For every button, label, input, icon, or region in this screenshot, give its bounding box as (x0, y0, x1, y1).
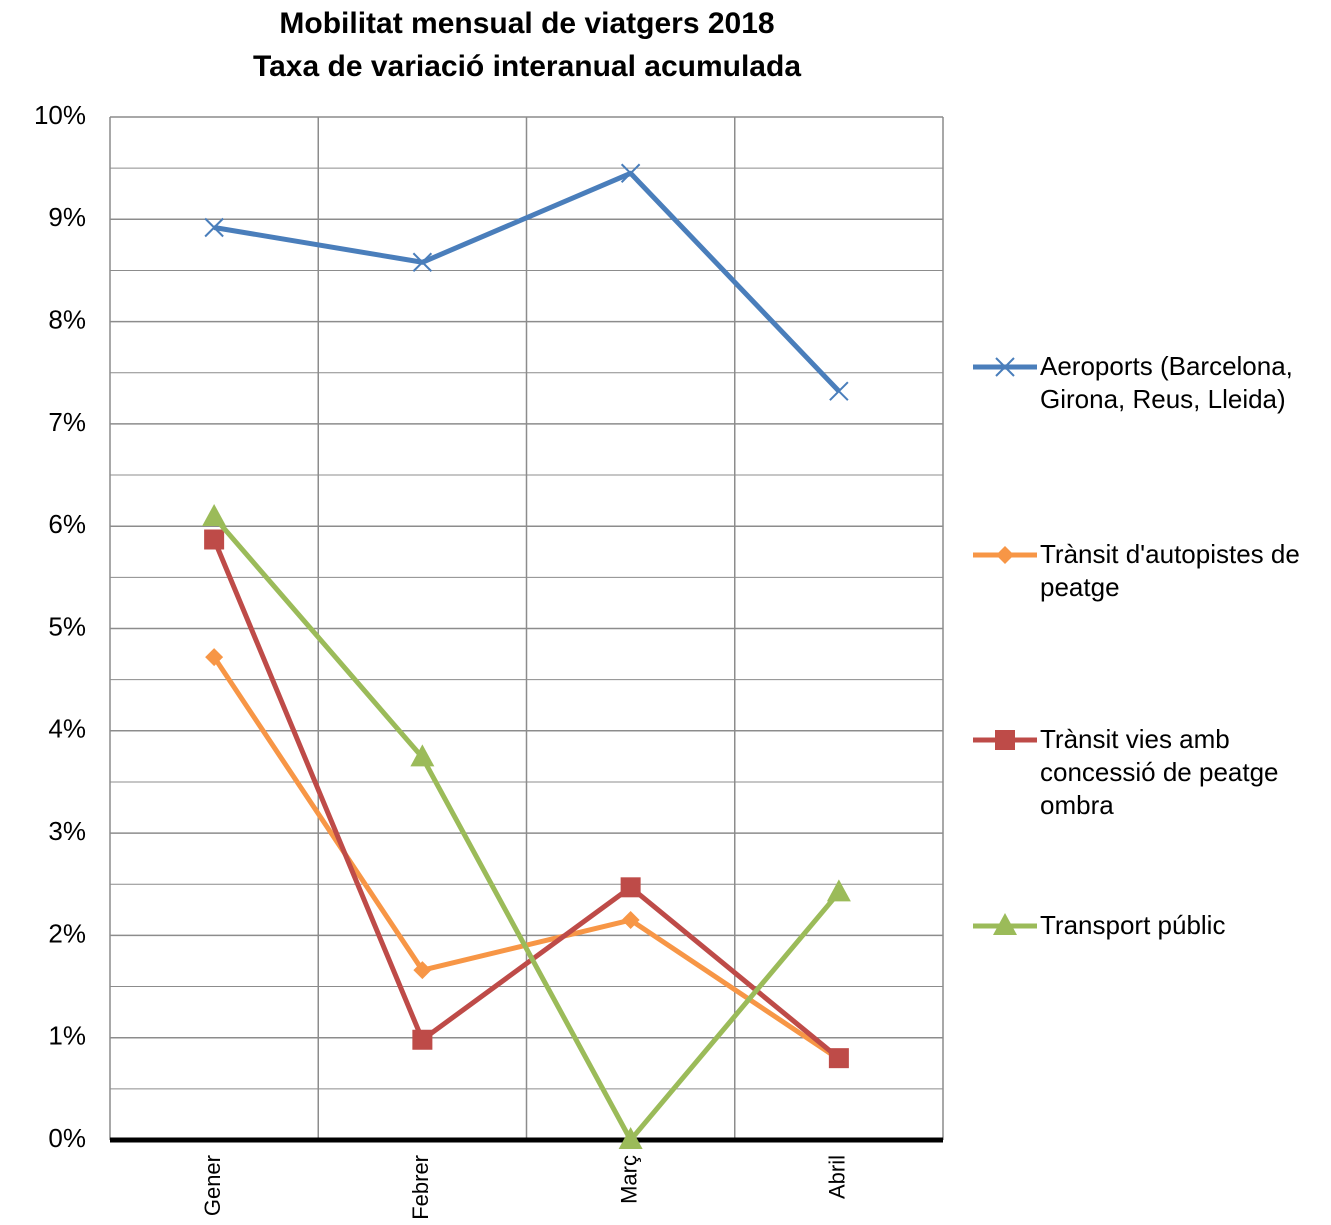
marker (621, 911, 640, 930)
y-tick-label: 7% (48, 407, 86, 437)
marker (995, 357, 1015, 377)
y-tick-label: 2% (48, 918, 86, 948)
x-tick-label: Gener (200, 1155, 225, 1216)
marker (412, 252, 433, 272)
y-tick-label: 6% (48, 509, 86, 539)
marker (410, 744, 435, 767)
y-tick-label: 4% (48, 714, 86, 744)
y-tick-label: 1% (48, 1021, 86, 1051)
grid (109, 116, 944, 1141)
chart-subtitle: Taxa de variació interanual acumulada (253, 50, 801, 83)
marker (996, 546, 1014, 564)
series-line (213, 170, 841, 393)
marker (829, 381, 849, 401)
marker (205, 648, 224, 667)
legend-label: Transport públic (1040, 910, 1226, 940)
y-tick-label: 9% (48, 202, 86, 232)
chart-title: Mobilitat mensual de viatgers 2018 (279, 7, 774, 40)
marker (620, 877, 641, 898)
y-tick-label: 10% (34, 100, 86, 130)
marker (826, 879, 851, 902)
y-tick-label: 0% (48, 1123, 86, 1153)
x-tick-label: Abril (825, 1155, 850, 1199)
x-tick-label: Març (616, 1155, 641, 1204)
marker (618, 1127, 643, 1149)
marker (202, 503, 227, 526)
x-tick-label: Febrer (408, 1155, 433, 1220)
legend-label: Trànsit d'autopistes de peatge (1040, 539, 1300, 602)
y-tick-label: 8% (48, 304, 86, 334)
y-tick-label: 3% (48, 816, 86, 846)
marker (828, 1048, 849, 1069)
legend-label: Trànsit vies amb concessió de peatge omb… (1040, 724, 1279, 820)
marker (995, 730, 1015, 750)
marker (204, 529, 225, 550)
marker (620, 163, 641, 183)
legend-label: Aeroports (Barcelona, Girona, Reus, Llei… (1040, 351, 1293, 414)
series-line (211, 538, 841, 1061)
marker (413, 961, 432, 980)
series-line (212, 515, 841, 1143)
marker (993, 913, 1017, 935)
marker (412, 1029, 433, 1050)
marker (204, 217, 224, 238)
y-tick-label: 5% (48, 611, 86, 641)
